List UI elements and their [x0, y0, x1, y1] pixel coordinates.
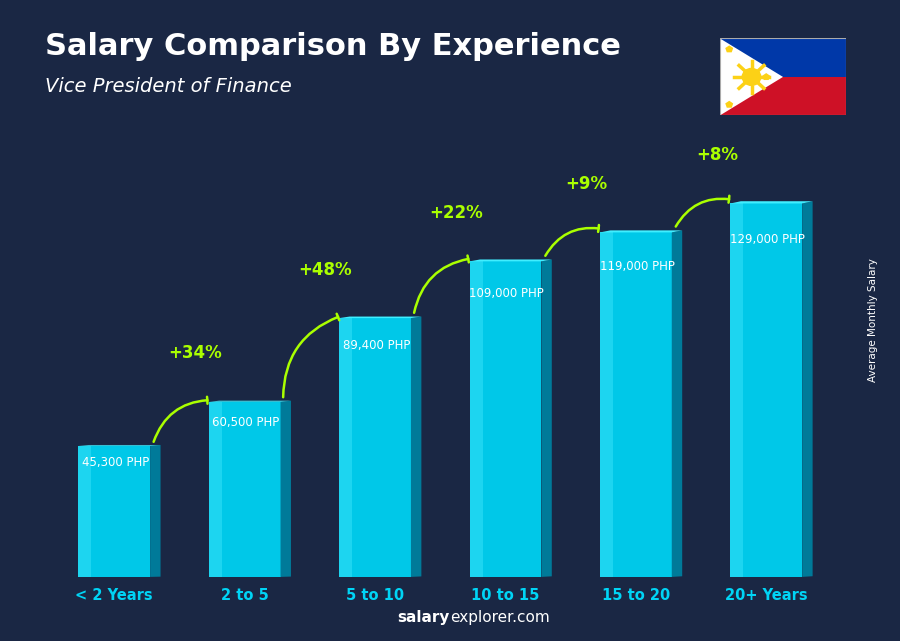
Text: explorer.com: explorer.com — [450, 610, 550, 625]
Text: 109,000 PHP: 109,000 PHP — [470, 287, 544, 299]
Polygon shape — [281, 401, 291, 577]
Polygon shape — [470, 262, 542, 577]
Polygon shape — [731, 203, 802, 577]
Text: +22%: +22% — [429, 204, 482, 222]
Text: 129,000 PHP: 129,000 PHP — [730, 233, 806, 246]
Text: +8%: +8% — [696, 146, 738, 164]
Polygon shape — [725, 101, 734, 108]
Text: +9%: +9% — [565, 175, 608, 193]
Polygon shape — [150, 445, 160, 577]
FancyBboxPatch shape — [720, 38, 846, 77]
Polygon shape — [470, 262, 482, 577]
Polygon shape — [339, 318, 411, 577]
FancyBboxPatch shape — [720, 77, 846, 115]
Text: +34%: +34% — [168, 344, 222, 362]
Polygon shape — [671, 230, 682, 577]
Text: salary: salary — [398, 610, 450, 625]
Polygon shape — [209, 401, 291, 402]
Text: 60,500 PHP: 60,500 PHP — [212, 416, 280, 429]
Polygon shape — [600, 230, 682, 233]
Polygon shape — [411, 317, 421, 577]
Polygon shape — [339, 318, 352, 577]
Text: Average Monthly Salary: Average Monthly Salary — [868, 258, 878, 383]
Text: +48%: +48% — [299, 261, 352, 279]
Polygon shape — [600, 233, 671, 577]
Polygon shape — [209, 402, 221, 577]
Polygon shape — [725, 46, 734, 53]
Polygon shape — [542, 260, 552, 577]
Polygon shape — [470, 260, 552, 262]
Text: Vice President of Finance: Vice President of Finance — [45, 77, 292, 96]
Text: 45,300 PHP: 45,300 PHP — [82, 456, 149, 469]
Polygon shape — [78, 445, 150, 577]
Text: Salary Comparison By Experience: Salary Comparison By Experience — [45, 32, 621, 61]
Circle shape — [742, 69, 760, 85]
Text: 89,400 PHP: 89,400 PHP — [343, 339, 410, 352]
Polygon shape — [209, 402, 281, 577]
Text: 119,000 PHP: 119,000 PHP — [599, 260, 675, 273]
Polygon shape — [802, 201, 813, 577]
Polygon shape — [600, 233, 613, 577]
Polygon shape — [731, 201, 813, 203]
Polygon shape — [339, 317, 421, 318]
Polygon shape — [762, 73, 770, 80]
Polygon shape — [731, 203, 743, 577]
Polygon shape — [720, 38, 783, 115]
Polygon shape — [78, 445, 91, 577]
